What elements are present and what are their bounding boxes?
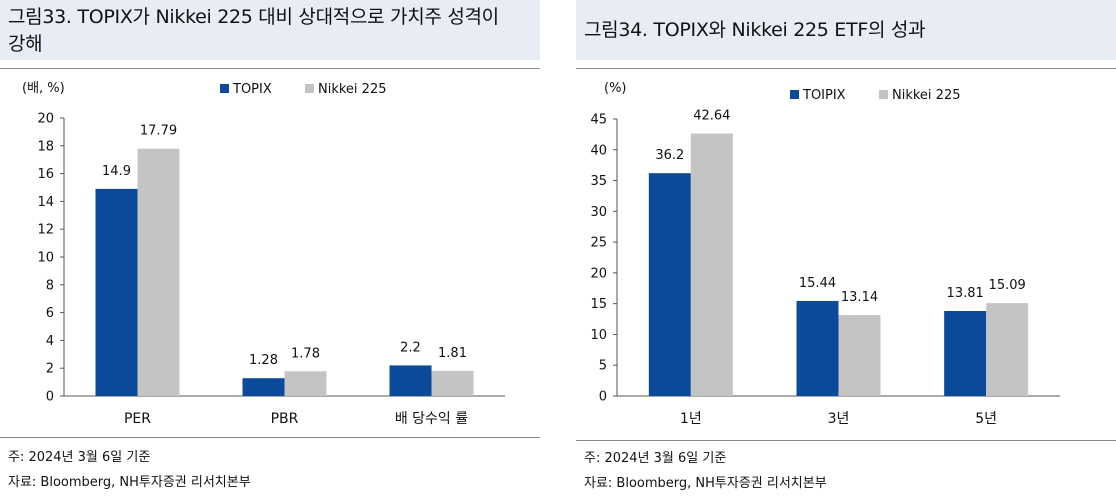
left-source: 자료: Bloomberg, NH투자증권 리서치본부 [8,475,251,490]
right-bar-2 [690,133,733,397]
left-legend-swatch-1 [220,84,229,93]
left-bar-2 [284,371,327,396]
left-data-label-1: 1.28 [249,353,278,368]
left-y-tick-label: 10 [37,251,54,266]
right-y-tick-label: 15 [590,297,607,312]
right-y-tick-label: 40 [590,143,607,158]
left-data-label-1: 14.9 [102,164,131,179]
left-y-tick-label: 12 [37,223,54,238]
left-bottom-rule [0,437,540,438]
right-data-label-2: 42.64 [693,109,730,124]
right-legend-label-1: TOIPIX [802,88,846,103]
left-y-tick-label: 8 [46,278,54,293]
left-title-bar: 그림33. TOPIX가 Nikkei 225 대비 상대적으로 가치주 성격이… [0,0,540,60]
left-x-tick-label: PER [124,411,151,427]
left-y-tick-label: 16 [37,167,54,182]
right-source: 자료: Bloomberg, NH투자증권 리서치본부 [584,476,827,491]
right-y-tick-label: 10 [590,328,607,343]
left-unit-label: (배, %) [22,81,65,96]
right-bar-2 [838,315,881,396]
left-legend-label-2: Nikkei 225 [318,82,387,97]
right-y-tick-label: 5 [599,359,607,374]
left-bar-1 [242,378,285,396]
right-bar-1 [944,310,987,396]
left-figure-title-continued: 강해 [8,33,43,55]
left-y-tick-label: 18 [37,139,54,154]
right-bar-1 [648,173,691,396]
right-bar-2 [986,303,1029,396]
left-chart: (배, %) TOPIX Nikkei 225 0 2 4 6 8 10 12 14 16 18 20 14… [22,81,505,427]
right-x-tick-label: 1년 [680,411,702,427]
left-y-tick-label: 4 [46,334,54,349]
left-data-label-2: 1.78 [291,346,320,361]
right-data-label-2: 13.14 [841,290,878,305]
right-figure-title: 그림34. TOPIX와 Nikkei 225 ETF의 성과 [584,19,926,41]
right-data-label-1: 36.2 [655,148,684,163]
right-y-tick-label: 30 [590,205,607,220]
right-legend-swatch-2 [879,90,888,99]
left-figure-title: 그림33. TOPIX가 Nikkei 225 대비 상대적으로 가치주 성격이 [8,6,499,28]
right-x-tick-label: 5년 [975,411,997,427]
right-chart: (%) TOIPIX Nikkei 225 0 5 10 15 20 25 30 35 40 45 36.… [590,81,1060,427]
right-y-tick-label: 0 [599,390,607,405]
left-x-tick-label: 배 당수익 률 [395,411,468,427]
left-bar-2 [431,370,474,396]
left-y-tick-label: 0 [46,390,54,405]
left-y-tick-label: 14 [37,195,54,210]
left-y-tick-label: 2 [46,362,54,377]
left-bar-1 [95,188,138,396]
left-legend-swatch-2 [305,84,314,93]
right-unit-label: (%) [604,81,627,96]
left-note: 주: 2024년 3월 6일 기준 [8,450,151,465]
right-data-label-2: 15.09 [989,278,1026,293]
left-data-label-2: 1.81 [438,346,467,361]
right-y-tick-label: 35 [590,174,607,189]
left-y-tick-label: 6 [46,306,54,321]
left-top-rule [0,68,540,69]
left-x-tick-label: PBR [271,411,299,427]
left-y-tick-label: 20 [37,112,54,127]
left-data-label-2: 17.79 [140,124,177,139]
right-bottom-rule [576,440,1116,441]
right-y-tick-label: 45 [590,113,607,128]
right-top-rule [576,68,1116,69]
right-title-bar: 그림34. TOPIX와 Nikkei 225 ETF의 성과 [576,0,1116,60]
right-y-tick-label: 25 [590,236,607,251]
right-note: 주: 2024년 3월 6일 기준 [584,451,727,466]
right-legend-label-2: Nikkei 225 [892,88,961,103]
left-bar-2 [137,148,180,396]
left-bar-1 [389,365,432,396]
left-data-label-1: 2.2 [400,340,421,355]
right-bar-1 [796,300,839,396]
right-y-tick-label: 20 [590,266,607,281]
left-legend-label-1: TOPIX [232,82,272,97]
left-figure-panel: 그림33. TOPIX가 Nikkei 225 대비 상대적으로 가치주 성격이… [0,0,540,498]
right-data-label-1: 13.81 [947,286,984,301]
right-figure-panel: 그림34. TOPIX와 Nikkei 225 ETF의 성과 (%) TOIPI… [576,0,1116,498]
right-legend-swatch-1 [790,90,799,99]
right-x-tick-label: 3년 [828,411,850,427]
right-data-label-1: 15.44 [799,276,836,291]
